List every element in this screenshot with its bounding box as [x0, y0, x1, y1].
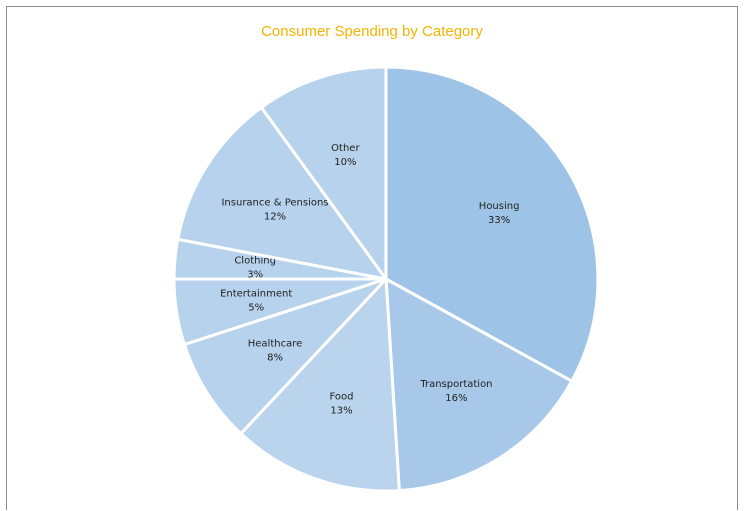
slice-value-healthcare: 8%: [267, 352, 283, 363]
slice-value-entertainment: 5%: [248, 303, 264, 314]
slice-label-transportation: Transportation: [419, 379, 492, 390]
pie-slice-transportation: [384, 276, 574, 493]
slice-label-housing: Housing: [479, 201, 520, 212]
pie-slice-other: [259, 65, 388, 284]
slice-value-other: 10%: [334, 157, 356, 168]
chart-area: Consumer Spending by Category Housing 33%…: [6, 6, 738, 510]
pie-slice-housing: [384, 65, 600, 384]
slice-label-food: Food: [329, 392, 353, 403]
slice-value-insurance-and-pensions: 12%: [264, 212, 286, 223]
pie-slice-insurance-and-pensions: [175, 105, 390, 282]
slice-value-housing: 33%: [488, 215, 510, 226]
slice-value-transportation: 16%: [445, 393, 467, 404]
chart-title: Consumer Spending by Category: [261, 23, 483, 40]
slice-label-other: Other: [331, 143, 360, 154]
pie-slice-food: [238, 275, 401, 493]
slice-label-healthcare: Healthcare: [248, 338, 303, 349]
pie-chart: Housing 33% Transportation 16% Food 13% Health…: [172, 65, 600, 493]
slice-label-insurance-and-pensions: Insurance & Pensions: [221, 198, 328, 209]
pie-slice-healthcare: [182, 277, 388, 436]
slice-label-entertainment: Entertainment: [220, 289, 292, 300]
slice-label-clothing: Clothing: [234, 256, 276, 267]
slice-value-clothing: 3%: [247, 270, 263, 281]
slice-value-food: 13%: [330, 406, 352, 417]
